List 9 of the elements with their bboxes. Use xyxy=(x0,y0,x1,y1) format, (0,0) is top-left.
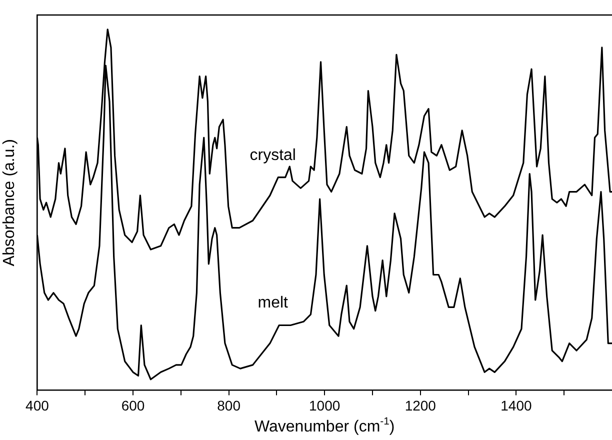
x-tick-label: 800 xyxy=(217,397,241,414)
x-tick-label: 600 xyxy=(121,397,145,414)
series-label: melt xyxy=(258,294,289,312)
x-tick-label: 1200 xyxy=(404,397,436,414)
x-tick-label: 400 xyxy=(26,397,50,414)
series-label: crystal xyxy=(250,146,296,164)
x-tick-label: 1000 xyxy=(309,397,340,414)
x-tick-label: 1400 xyxy=(500,397,532,414)
y-axis-title: Absorbance (a.u.) xyxy=(1,139,18,266)
